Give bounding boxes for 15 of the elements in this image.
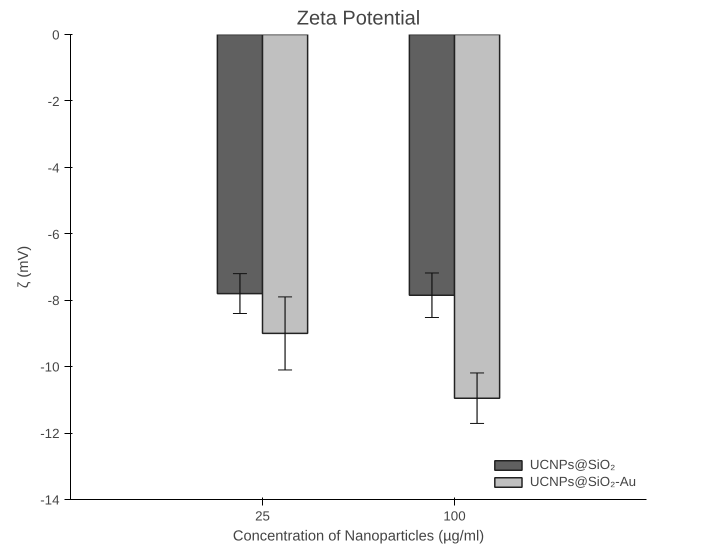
legend-label: UCNPs@SiO₂-Au xyxy=(530,474,636,489)
y-tick-label: -6 xyxy=(48,226,60,242)
x-tick-label: 100 xyxy=(443,508,466,524)
y-tick-label: -4 xyxy=(48,160,60,176)
x-tick-label: 25 xyxy=(255,508,270,524)
chart-title: Zeta Potential xyxy=(296,8,420,30)
y-tick-label: -10 xyxy=(40,360,60,375)
y-axis-title: ζ (mV) xyxy=(16,246,32,288)
x-axis-title: Concentration of Nanoparticles (µg/ml) xyxy=(232,528,484,544)
legend-label: UCNPs@SiO₂ xyxy=(530,457,616,472)
y-tick-label: -12 xyxy=(40,426,60,442)
y-tick-label: -14 xyxy=(40,492,60,508)
y-tick-label: -8 xyxy=(48,293,60,308)
y-tick-label: -2 xyxy=(48,94,60,109)
y-tick-label: 0 xyxy=(52,28,60,42)
